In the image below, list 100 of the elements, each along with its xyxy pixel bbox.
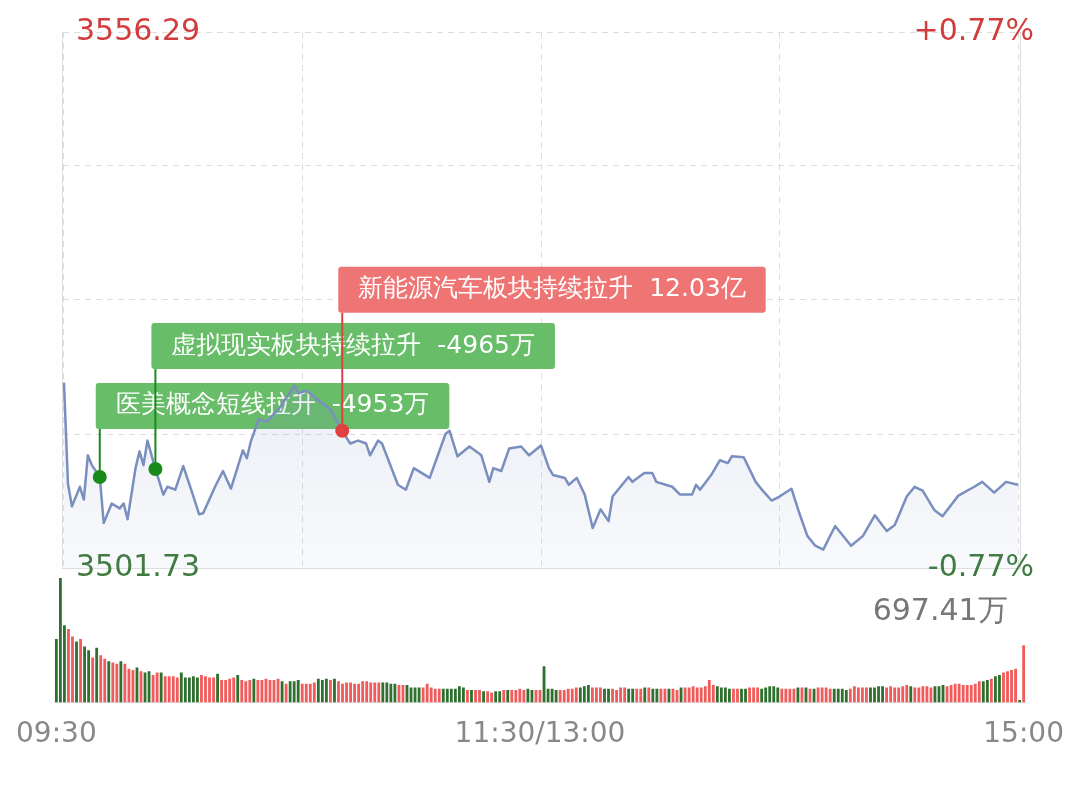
bar (353, 683, 357, 703)
bar (417, 687, 421, 703)
bar (699, 687, 703, 703)
bar (748, 687, 751, 703)
bar (320, 680, 324, 703)
bar (433, 688, 437, 703)
bar (981, 681, 985, 703)
bar (196, 677, 199, 703)
bar (284, 683, 288, 703)
bar (651, 688, 655, 703)
bar (909, 686, 913, 703)
bar (655, 688, 659, 703)
bar (1010, 670, 1013, 703)
bar (828, 688, 832, 703)
bar (510, 689, 514, 703)
bar (99, 655, 103, 703)
y2-tick-label: -0.77% (927, 547, 1034, 583)
bar (905, 684, 909, 703)
bar (687, 687, 691, 703)
bar (179, 672, 183, 703)
bar (232, 677, 236, 703)
bar (832, 688, 836, 703)
bar (566, 688, 570, 703)
bar (953, 683, 957, 703)
bar (977, 681, 981, 703)
bar (115, 663, 119, 703)
bar (377, 682, 381, 703)
bar (79, 638, 82, 703)
bar (599, 687, 602, 703)
bar (784, 688, 788, 703)
bar (965, 684, 969, 703)
bar (647, 687, 651, 703)
bar (973, 683, 977, 703)
bar (1002, 672, 1005, 703)
bar (91, 657, 95, 703)
bar (824, 687, 828, 703)
bar (425, 683, 429, 703)
bar (848, 688, 852, 703)
bar (75, 641, 78, 703)
bar (998, 675, 1001, 703)
x-tick-label: 15:00 (983, 716, 1064, 750)
bar (506, 689, 510, 703)
bar (462, 687, 465, 703)
bar (200, 675, 203, 703)
bar (582, 686, 586, 703)
bar (917, 687, 921, 703)
bar (881, 686, 884, 703)
bar (482, 691, 485, 703)
bar (925, 686, 929, 703)
bar (893, 687, 897, 703)
bar (421, 687, 425, 703)
bar (373, 682, 377, 703)
bar (752, 687, 756, 703)
bar (167, 676, 171, 703)
bar (760, 688, 764, 703)
bar (159, 672, 163, 703)
bar (208, 677, 211, 703)
bar (288, 681, 292, 703)
bar (873, 687, 876, 703)
bar (518, 688, 522, 703)
bar (595, 687, 598, 703)
bar (490, 692, 494, 703)
bar (83, 646, 86, 703)
bar (103, 658, 107, 703)
bar (570, 688, 574, 703)
bar (994, 676, 997, 703)
bar (792, 688, 796, 703)
bar (236, 675, 240, 703)
y-tick-label: 3556.29 (76, 11, 201, 47)
bar (631, 688, 635, 703)
bar (772, 686, 776, 703)
y2-tick-label: +0.77% (913, 11, 1034, 47)
bar (224, 680, 228, 703)
bar (183, 677, 187, 703)
bar (856, 687, 860, 703)
bar (723, 687, 727, 703)
bar (611, 688, 614, 703)
bar (885, 687, 889, 703)
bar (590, 687, 594, 703)
bar (324, 678, 328, 703)
bar (240, 680, 244, 703)
bar (1022, 645, 1026, 703)
bar (300, 683, 304, 703)
bar (659, 688, 663, 703)
bar (554, 689, 558, 703)
bar (453, 688, 457, 703)
bar (889, 686, 893, 703)
bar (308, 683, 312, 703)
bar (95, 647, 99, 703)
bar (623, 687, 627, 703)
bar (869, 687, 872, 703)
bar (228, 678, 232, 703)
bar (67, 629, 70, 703)
bar (852, 686, 856, 703)
bar (304, 683, 308, 703)
bar (550, 688, 554, 703)
bar (365, 681, 369, 703)
bar (836, 688, 840, 703)
bar (639, 688, 643, 703)
bar (216, 673, 219, 703)
